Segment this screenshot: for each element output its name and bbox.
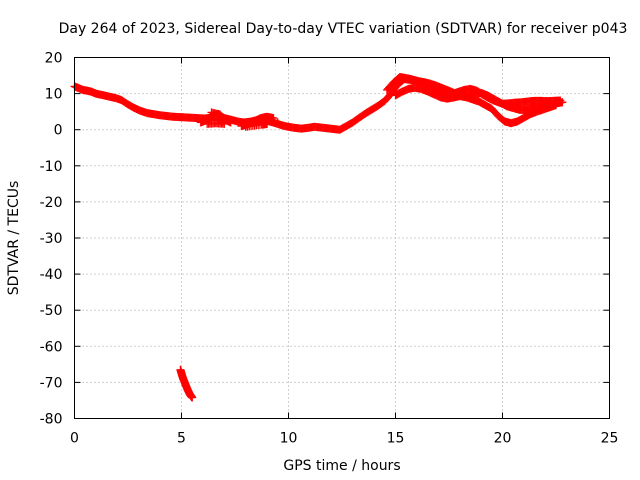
y-tick-label: -70 [40,375,63,391]
series-blob-6h [196,108,235,128]
axis-ticks [74,57,610,419]
data-point [273,118,282,127]
series-main-track [70,75,567,134]
series-lower-branch [391,83,560,128]
y-tick-label: -30 [40,231,63,247]
y-tick-label: -20 [40,195,63,211]
x-tick-label: 20 [494,431,512,447]
x-tick-label: 10 [280,431,298,447]
data-point [216,110,225,119]
data-points [70,72,567,402]
series-outlier-drop [176,365,197,402]
x-tick-label: 0 [70,431,79,447]
data-point [556,96,565,105]
chart-title: Day 264 of 2023, Sidereal Day-to-day VTE… [59,21,628,37]
x-tick-labels: 0 5 10 15 20 25 [70,431,618,447]
y-axis-title: SDTVAR / TECUs [6,181,22,296]
y-tick-labels: 20 10 0 -10 -20 -30 -40 -50 -60 -70 -80 [40,51,63,428]
data-point [258,120,267,129]
y-tick-label: 20 [45,51,63,67]
x-axis-title: GPS time / hours [283,458,400,474]
y-tick-label: -40 [40,267,63,283]
y-tick-label: 0 [54,123,63,139]
y-tick-label: 10 [45,87,63,103]
y-tick-label: -50 [40,303,63,319]
x-tick-label: 15 [387,431,405,447]
data-point [226,118,235,127]
data-point [188,393,197,402]
y-tick-label: -10 [40,159,63,175]
series-blob-8-9h [237,112,282,131]
y-tick-label: -80 [40,412,63,428]
x-tick-label: 5 [177,431,186,447]
y-tick-label: -60 [40,339,63,355]
data-point [269,114,278,123]
data-point [552,101,560,110]
x-tick-label: 25 [601,431,619,447]
